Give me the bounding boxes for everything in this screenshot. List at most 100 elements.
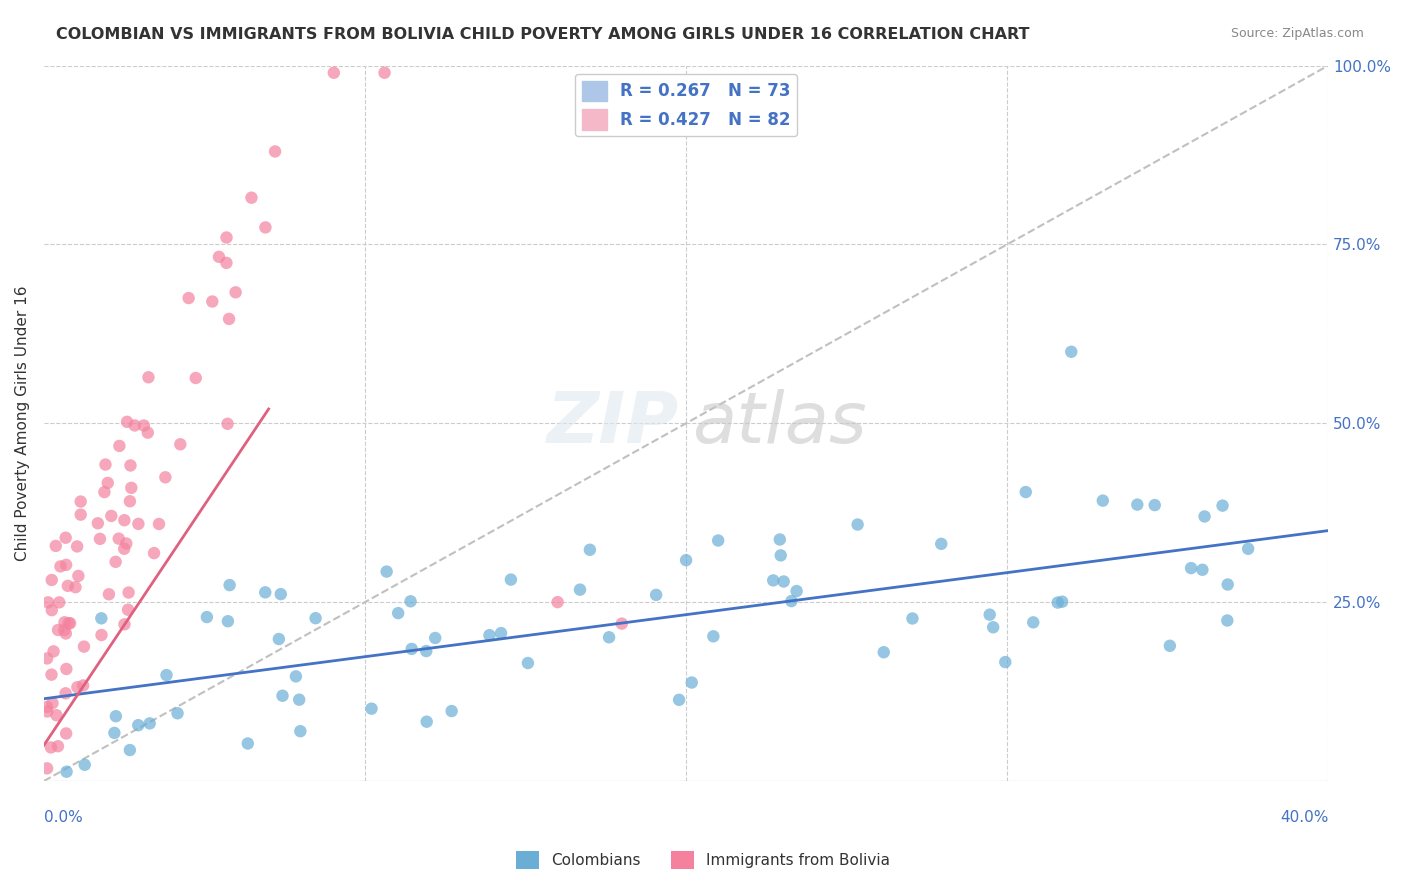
Point (236, 737, 259, 751)
Point (73, 640, 96, 654)
Point (69, 494, 91, 508)
Point (132, 418, 155, 433)
Point (215, 256, 238, 270)
Point (53, 615, 76, 630)
Point (169, 437, 191, 451)
Point (73, 757, 96, 772)
Point (49, 559, 72, 574)
Point (499, 573, 522, 587)
Point (138, 716, 160, 731)
Point (846, 517, 869, 532)
Point (290, 724, 312, 739)
Point (94, 458, 117, 472)
Text: ZIP: ZIP (547, 389, 679, 458)
Point (35, 651, 58, 665)
Point (579, 542, 602, 557)
Point (127, 516, 149, 531)
Point (284, 669, 307, 683)
Point (1216, 577, 1239, 591)
Point (201, 294, 224, 309)
Point (981, 620, 1004, 634)
Point (360, 701, 382, 715)
Point (1046, 596, 1069, 610)
Point (240, 191, 263, 205)
Point (1143, 498, 1166, 512)
Point (103, 726, 125, 740)
Point (59, 616, 82, 631)
Point (1191, 563, 1213, 577)
Point (118, 494, 141, 508)
Point (117, 585, 139, 599)
Point (267, 632, 290, 646)
Point (1126, 498, 1149, 512)
Point (58, 616, 80, 631)
Point (55, 531, 77, 545)
Point (41, 696, 63, 710)
Point (270, 587, 292, 601)
Point (1194, 509, 1216, 524)
Point (1022, 615, 1045, 630)
Point (901, 611, 924, 625)
Point (1060, 344, 1083, 359)
Point (569, 582, 592, 597)
Text: 0.0%: 0.0% (44, 810, 83, 824)
Point (55, 662, 77, 676)
Text: COLOMBIAN VS IMMIGRANTS FROM BOLIVIA CHILD POVERTY AMONG GIRLS UNDER 16 CORRELAT: COLOMBIAN VS IMMIGRANTS FROM BOLIVIA CHI… (56, 27, 1029, 42)
Point (112, 513, 135, 527)
Point (166, 706, 188, 721)
Point (217, 614, 239, 628)
Point (264, 145, 287, 159)
Point (769, 533, 792, 547)
Point (136, 425, 159, 440)
Point (55, 764, 77, 779)
Point (41, 667, 63, 681)
Point (108, 439, 131, 453)
Point (89, 532, 111, 546)
Point (42, 644, 65, 658)
Point (120, 481, 142, 495)
Point (104, 555, 127, 569)
Point (425, 631, 447, 645)
Point (786, 584, 808, 599)
Point (547, 595, 569, 609)
Point (399, 594, 422, 608)
Point (929, 537, 952, 551)
Point (90, 611, 112, 625)
Point (138, 370, 160, 384)
Point (155, 668, 177, 682)
Point (610, 616, 633, 631)
Point (218, 312, 240, 326)
Point (373, 66, 395, 80)
Point (415, 644, 437, 658)
Point (41, 573, 63, 587)
Point (780, 594, 803, 608)
Point (375, 565, 398, 579)
Point (254, 585, 277, 599)
Point (195, 610, 218, 624)
Point (387, 606, 409, 620)
Point (155, 470, 177, 484)
Point (67, 569, 90, 583)
Text: Source: ZipAtlas.com: Source: ZipAtlas.com (1230, 27, 1364, 40)
Point (117, 603, 139, 617)
Point (271, 689, 294, 703)
Point (90, 628, 112, 642)
Point (1159, 639, 1181, 653)
Point (440, 704, 463, 718)
Point (1050, 595, 1073, 609)
Point (65, 580, 87, 594)
Point (1216, 614, 1239, 628)
Point (184, 371, 207, 385)
Point (707, 533, 730, 548)
Point (1212, 499, 1234, 513)
Point (415, 714, 437, 729)
Point (1237, 541, 1260, 556)
Point (46, 623, 69, 637)
Point (1015, 485, 1038, 500)
Point (66, 540, 89, 554)
Point (97, 475, 120, 490)
Point (87, 516, 110, 531)
Point (55, 726, 77, 740)
Point (401, 641, 423, 656)
Point (41, 603, 63, 617)
